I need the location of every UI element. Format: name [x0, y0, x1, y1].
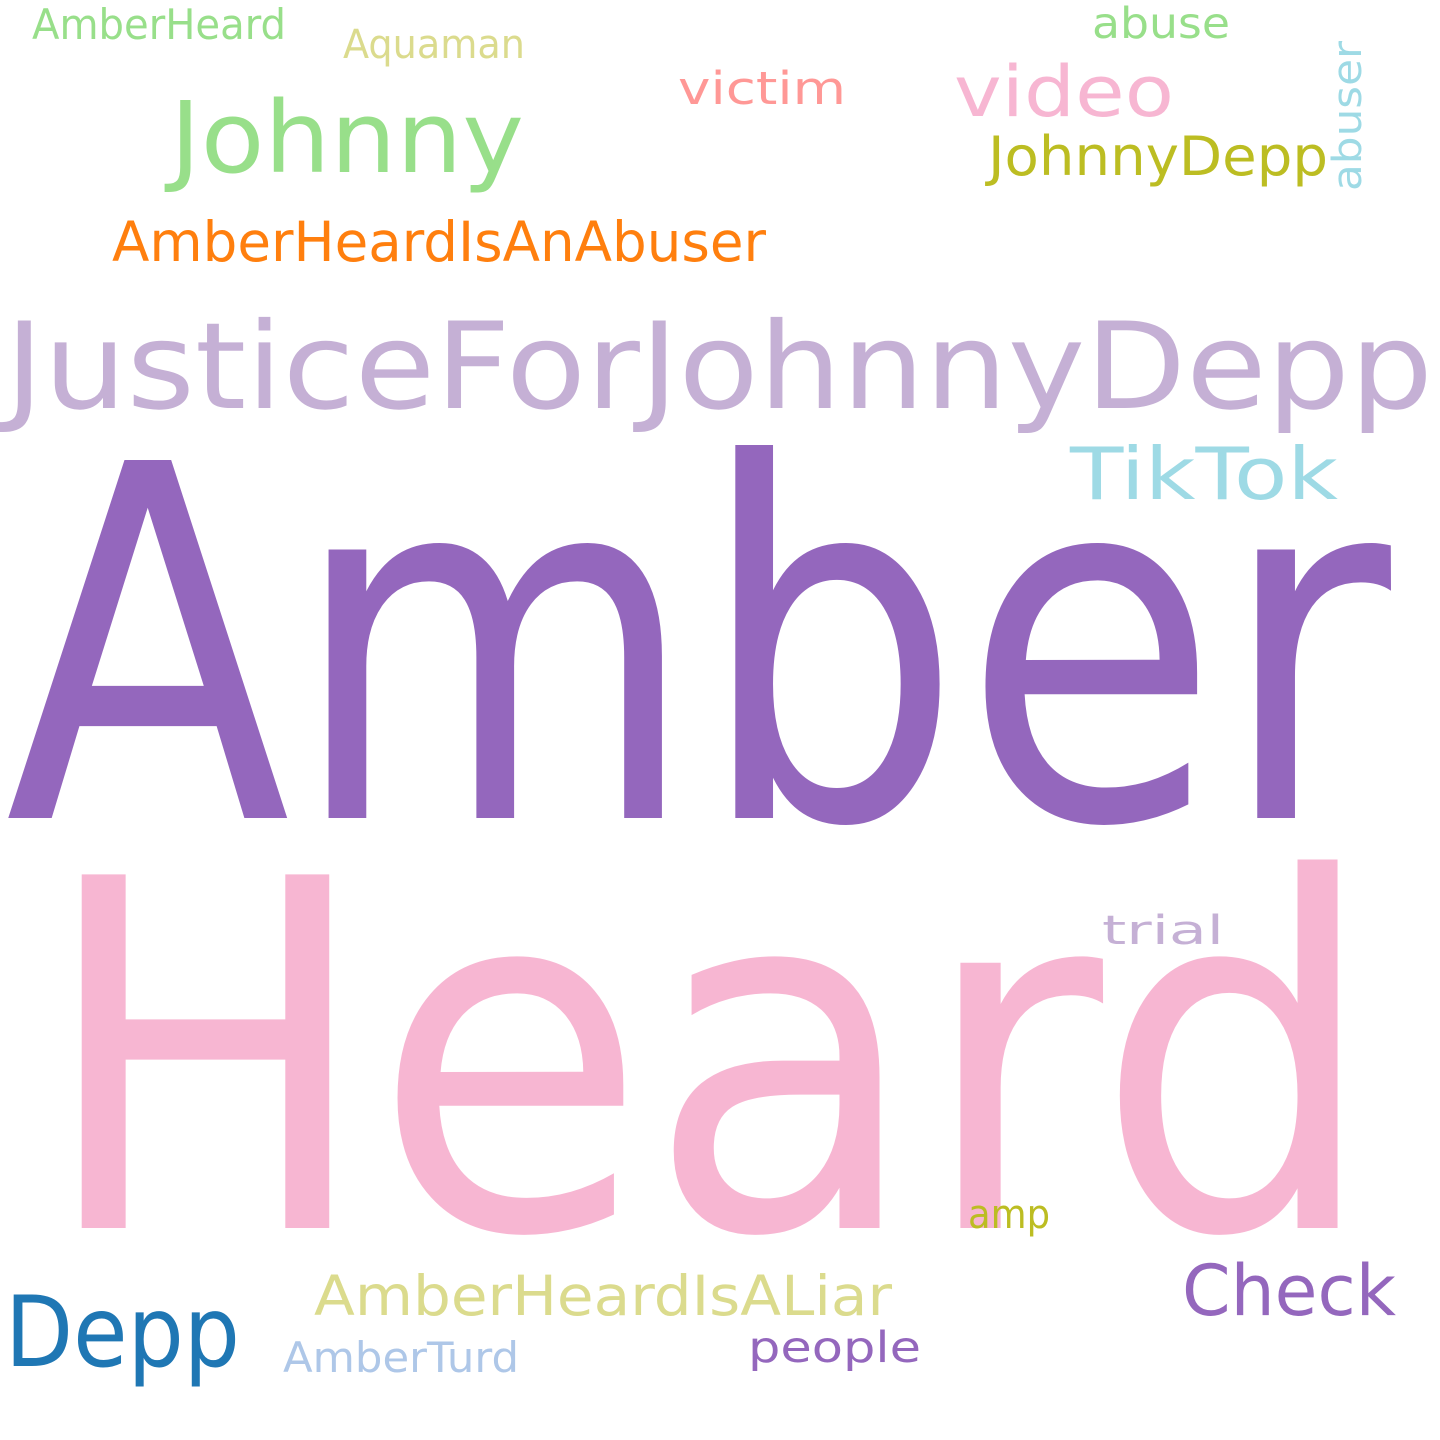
word-amber-heard-is-an-abuser: AmberHeardIsAnAbuser — [112, 210, 766, 274]
word-trial: trial — [1102, 908, 1224, 954]
word-abuse: abuse — [1092, 0, 1230, 49]
word-amberheard: AmberHeard — [32, 0, 286, 49]
word-video: video — [954, 51, 1174, 133]
word-amber: Amber — [5, 362, 1395, 934]
word-people: people — [748, 1323, 921, 1373]
word-depp: Depp — [5, 1276, 240, 1390]
word-amberturd: AmberTurd — [283, 1333, 519, 1382]
word-abuser: abuser — [1325, 40, 1371, 191]
word-heard: Heard — [38, 779, 1378, 1343]
word-victim: victim — [678, 62, 846, 115]
word-justice-for-johnny-depp: JusticeForJohnnyDepp — [0, 298, 1433, 437]
word-aquaman: Aquaman — [343, 22, 525, 68]
word-amp: amp — [968, 1192, 1050, 1238]
word-johnny: Johnny — [164, 81, 524, 196]
word-amber-heard-is-a-liar: AmberHeardIsALiar — [314, 1264, 892, 1328]
word-tiktok: TikTok — [1069, 432, 1339, 516]
word-johnnydepp: JohnnyDepp — [985, 125, 1328, 188]
word-check: Check — [1182, 1250, 1396, 1332]
